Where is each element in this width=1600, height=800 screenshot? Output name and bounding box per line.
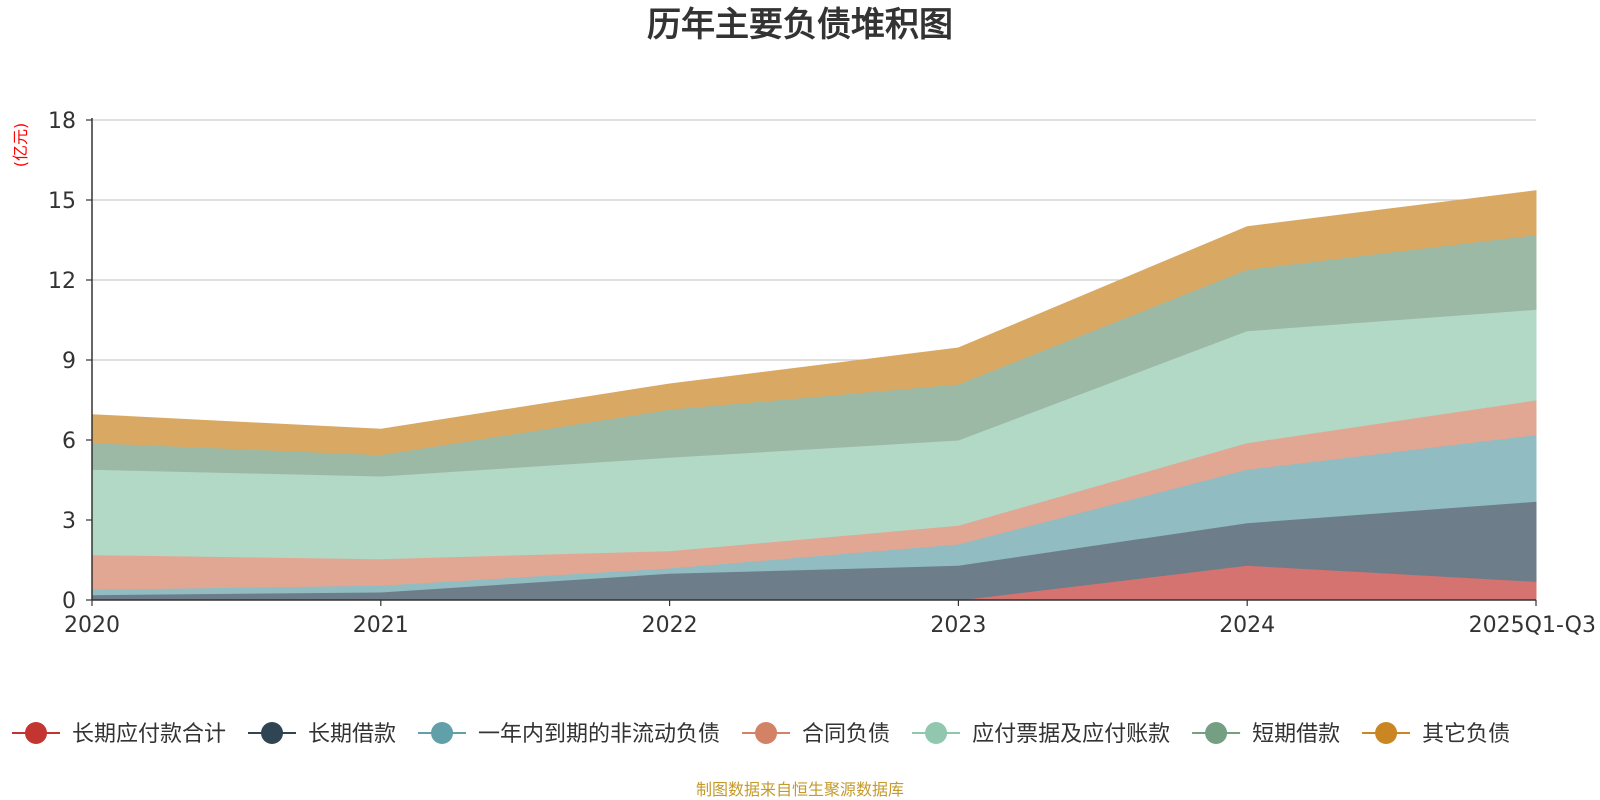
legend-circle-marker [431, 722, 454, 744]
x-tick-label: 2024 [1219, 613, 1275, 638]
source-note: 制图数据来自恒生聚源数据库 [696, 780, 904, 799]
y-tick-label: 0 [62, 589, 76, 614]
legend-circle-marker [1375, 722, 1398, 744]
x-tick-label: 2025Q1-Q3 [1469, 613, 1596, 638]
legend-circle-marker [1205, 722, 1228, 744]
legend-label: 应付票据及应付账款 [972, 722, 1170, 747]
x-tick-label: 2020 [64, 613, 120, 638]
y-tick-label: 18 [48, 109, 76, 134]
legend-item-4[interactable]: 应付票据及应付账款 [912, 722, 1170, 747]
legend-circle-marker [925, 722, 948, 744]
y-tick-label: 9 [62, 349, 76, 374]
y-axis-unit-label: (亿元) [11, 123, 30, 168]
y-tick-label: 12 [48, 269, 76, 294]
y-tick-label: 6 [62, 429, 76, 454]
legend-label: 长期应付款合计 [72, 722, 226, 747]
legend-label: 其它负债 [1422, 722, 1510, 747]
legend-item-5[interactable]: 短期借款 [1192, 722, 1340, 747]
area-series-6 [91, 190, 1537, 456]
legend-circle-marker [755, 722, 778, 744]
y-tick-label: 15 [48, 189, 76, 214]
legend: 长期应付款合计 长期借款 一年内到期的非流动负债 合同负债 应付票据及应付账款 短期借款 其… [12, 722, 1510, 747]
area-series-group [91, 190, 1537, 601]
legend-item-0[interactable]: 长期应付款合计 [12, 722, 226, 747]
legend-item-3[interactable]: 合同负债 [742, 722, 890, 747]
axes: 0 3 6 9 12 15 18 2020 2021 2022 2023 2024 2025Q1-Q3 [48, 109, 1596, 638]
legend-circle-marker [261, 722, 284, 744]
legend-label: 长期借款 [308, 722, 396, 747]
x-tick-label: 2022 [642, 613, 698, 638]
legend-label: 一年内到期的非流动负债 [478, 722, 720, 747]
legend-circle-marker [25, 722, 47, 744]
legend-item-2[interactable]: 一年内到期的非流动负债 [418, 722, 720, 747]
y-tick-label: 3 [62, 509, 76, 534]
legend-label: 短期借款 [1252, 722, 1340, 747]
x-tick-label: 2021 [353, 613, 409, 638]
chart-title: 历年主要负债堆积图 [647, 5, 953, 45]
legend-label: 合同负债 [802, 722, 890, 747]
legend-item-6[interactable]: 其它负债 [1362, 722, 1510, 747]
legend-item-1[interactable]: 长期借款 [248, 722, 396, 747]
x-tick-label: 2023 [930, 613, 986, 638]
